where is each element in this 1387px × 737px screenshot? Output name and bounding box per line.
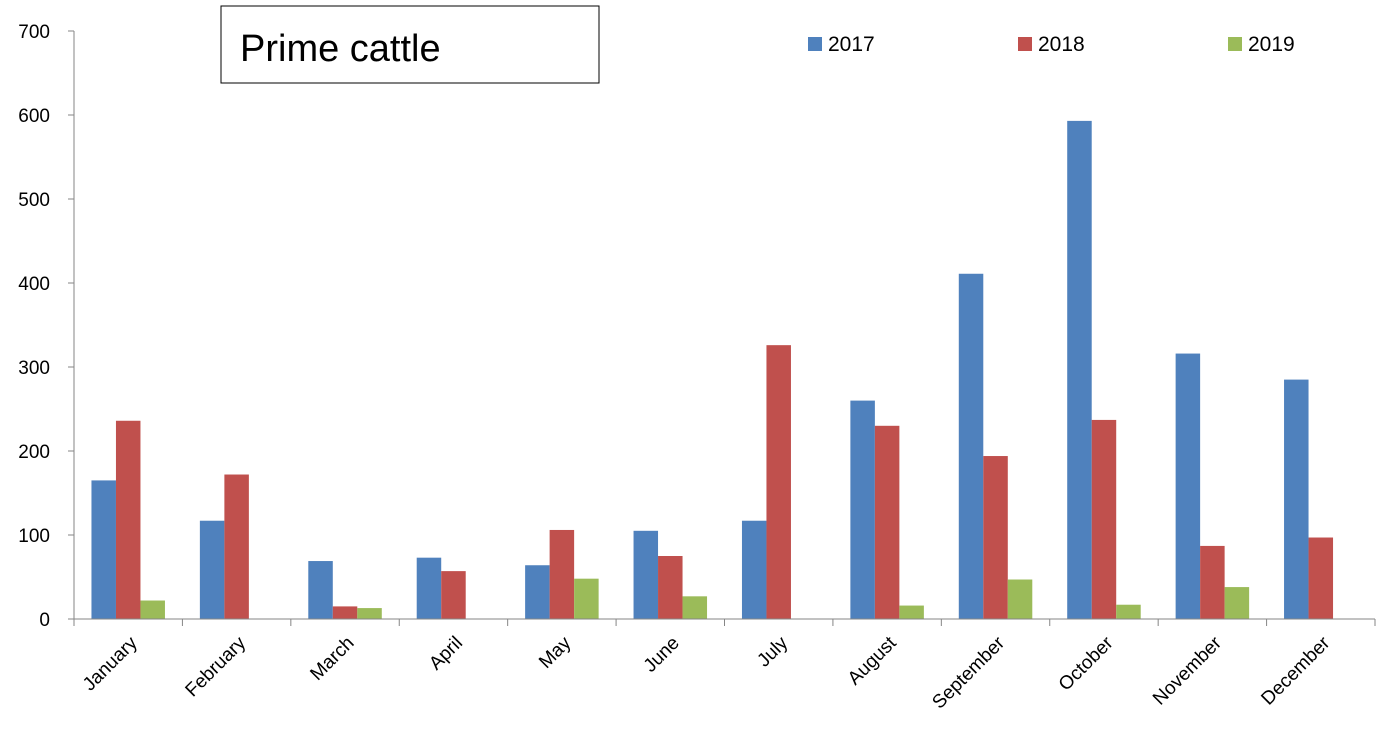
y-tick-label: 100 — [18, 526, 50, 547]
bar-2018-september — [983, 456, 1008, 619]
x-tick-label: March — [306, 633, 358, 685]
legend-item-2017: 2017 — [808, 33, 875, 56]
bar-2018-april — [441, 571, 466, 619]
legend-item-2019: 2019 — [1228, 33, 1295, 56]
y-tick-label: 200 — [18, 442, 50, 463]
bar-2018-december — [1308, 537, 1334, 619]
y-tick-label: 600 — [18, 106, 50, 127]
legend-swatch — [1228, 37, 1242, 51]
bar-2017-july — [741, 520, 767, 619]
bar-2019-january — [140, 600, 165, 619]
bar-2018-november — [1200, 545, 1225, 619]
bars — [91, 120, 1334, 619]
legend-swatch — [808, 37, 822, 51]
bar-2018-june — [658, 556, 683, 619]
bar-2019-october — [1116, 604, 1141, 619]
chart-title: Prime cattle — [240, 28, 441, 70]
bar-2018-july — [766, 345, 791, 619]
x-tick-label: September — [929, 632, 1010, 713]
y-tick-label: 400 — [18, 274, 50, 295]
x-tick-label: June — [640, 633, 684, 677]
title-border — [220, 5, 600, 84]
bar-2017-august — [850, 400, 875, 619]
bar-2019-november — [1224, 587, 1250, 619]
bar-2017-april — [416, 557, 442, 619]
bar-2017-may — [525, 565, 550, 619]
bar-2018-october — [1091, 419, 1117, 619]
bar-2017-june — [633, 530, 659, 619]
y-tick-label: 300 — [18, 358, 50, 379]
legend: 2017 2018 2019 — [808, 33, 1295, 56]
bar-2017-october — [1067, 120, 1092, 619]
y-tick-label: 0 — [39, 610, 50, 631]
bar-2017-january — [91, 480, 116, 619]
x-tick-label: July — [753, 632, 792, 671]
bar-2019-june — [682, 596, 708, 619]
bar-2017-november — [1175, 353, 1201, 619]
bar-2018-january — [115, 420, 141, 619]
bar-2019-march — [357, 608, 382, 619]
bar-2019-august — [899, 605, 924, 619]
chart-title-box: Prime cattle — [220, 5, 600, 84]
x-tick-label: December — [1257, 632, 1334, 709]
bar-2018-march — [332, 606, 358, 619]
y-tick-label: 500 — [18, 190, 50, 211]
bar-2019-september — [1007, 579, 1033, 619]
bar-2017-february — [199, 520, 225, 619]
bar-2017-september — [958, 273, 984, 619]
x-tick-label: October — [1055, 632, 1118, 695]
x-tick-label: January — [79, 632, 142, 695]
bar-2017-december — [1284, 379, 1309, 619]
bar-2018-may — [549, 529, 575, 619]
legend-item-2018: 2018 — [1018, 33, 1085, 56]
legend-label: 2019 — [1248, 33, 1295, 56]
bar-2018-august — [874, 425, 900, 619]
x-tick-label: February — [182, 632, 251, 701]
bar-2017-march — [308, 561, 333, 619]
legend-label: 2018 — [1038, 33, 1085, 56]
x-tick-label: August — [844, 632, 901, 689]
y-tick-label: 700 — [18, 22, 50, 43]
x-tick-label: April — [425, 633, 467, 675]
x-axis-ticks: January February March April May June July Augu… — [73, 619, 1376, 713]
y-axis-ticks: 0 100 200 300 400 500 600 700 — [18, 22, 74, 631]
legend-swatch — [1018, 37, 1032, 51]
x-tick-label: November — [1149, 632, 1226, 709]
bar-2019-may — [574, 578, 599, 619]
x-tick-label: May — [535, 632, 576, 673]
bar-2018-february — [224, 474, 249, 619]
legend-label: 2017 — [828, 33, 875, 56]
